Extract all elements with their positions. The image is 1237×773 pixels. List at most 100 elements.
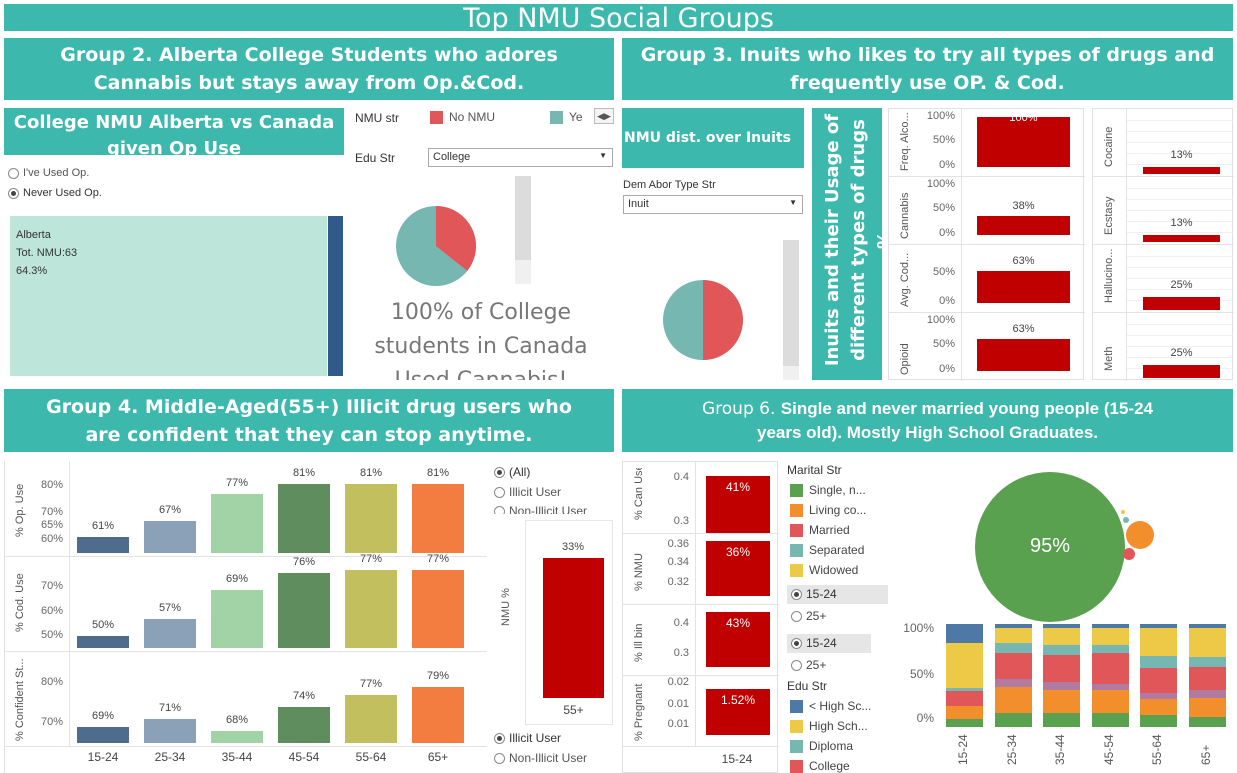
group2-pie-chart[interactable] (394, 204, 478, 288)
stack-segment[interactable] (1091, 689, 1129, 713)
bubble-living-common-law[interactable] (1126, 521, 1154, 549)
stack-segment[interactable] (994, 628, 1032, 643)
edu-legend-item[interactable]: < High Sc... (790, 699, 871, 714)
stack-segment[interactable] (1188, 698, 1226, 717)
age-filter-1-other[interactable]: 25+ (791, 609, 826, 623)
age-bar[interactable] (345, 695, 397, 743)
legend-scroll-arrows[interactable]: ◀▶ (594, 108, 614, 124)
metric-bar[interactable] (706, 476, 770, 533)
group3-pie-chart[interactable] (661, 278, 745, 362)
stack-segment[interactable] (1091, 624, 1129, 629)
stack-segment[interactable] (1043, 689, 1080, 713)
legend-yes-nmu[interactable]: Ye (550, 110, 588, 125)
bubble-married[interactable] (1123, 548, 1135, 560)
metric-bar[interactable] (706, 689, 770, 735)
marital-legend-item[interactable]: Single, n... (790, 483, 866, 498)
stack-segment[interactable] (1188, 716, 1226, 727)
chevron-right-icon[interactable]: ▶ (604, 111, 611, 121)
treemap-alberta[interactable]: Alberta Tot. NMU:63 64.3% (10, 216, 327, 376)
stack-segment[interactable] (994, 686, 1032, 713)
stack-segment[interactable] (1188, 689, 1226, 699)
stack-segment[interactable] (994, 652, 1032, 679)
filter-all[interactable]: (All) (494, 465, 530, 479)
age-bar[interactable] (345, 483, 397, 553)
stack-segment[interactable] (946, 718, 983, 727)
edu-legend-item[interactable]: High Sch... (790, 719, 868, 734)
drug-bar[interactable] (977, 271, 1070, 303)
stack-segment[interactable] (994, 624, 1032, 629)
scroll-track[interactable] (515, 176, 531, 284)
stack-segment[interactable] (1043, 624, 1080, 629)
dem-abor-select[interactable]: Inuit (623, 195, 803, 214)
bubble-chart[interactable] (970, 462, 1160, 632)
age-bar[interactable] (144, 618, 196, 648)
age-bar[interactable] (412, 687, 464, 743)
stack-segment[interactable] (1091, 652, 1129, 684)
age-filter-2-other[interactable]: 25+ (791, 658, 826, 672)
marital-legend-item[interactable]: Widowed (790, 563, 858, 578)
age-bar[interactable] (211, 494, 263, 553)
legend-no-nmu[interactable]: No NMU (430, 110, 495, 125)
stack-segment[interactable] (1091, 628, 1129, 645)
edu-str-select[interactable]: College (428, 148, 613, 167)
drug-bar[interactable] (1143, 167, 1220, 174)
marital-legend-item[interactable]: Married (790, 523, 850, 538)
stack-segment[interactable] (1188, 624, 1226, 629)
stack-segment[interactable] (946, 624, 983, 643)
drug-bar[interactable] (977, 117, 1070, 167)
chevron-left-icon[interactable]: ◀ (597, 111, 604, 121)
bubble-separated[interactable] (1123, 517, 1129, 523)
bubble-single[interactable] (975, 472, 1125, 622)
marital-legend-item[interactable]: Separated (790, 543, 864, 558)
stack-segment[interactable] (994, 712, 1032, 727)
stack-segment[interactable] (1188, 628, 1226, 657)
age-bar[interactable] (412, 483, 464, 553)
age-bar[interactable] (211, 589, 263, 648)
stack-segment[interactable] (1043, 644, 1080, 655)
stack-segment[interactable] (1091, 644, 1129, 653)
stack-segment[interactable] (1140, 628, 1177, 656)
scroll-thumb[interactable] (783, 240, 799, 366)
drug-bar[interactable] (977, 216, 1070, 235)
age-bar[interactable] (278, 483, 330, 553)
drug-bar[interactable] (977, 339, 1070, 371)
stack-segment[interactable] (946, 706, 983, 719)
stack-segment[interactable] (994, 678, 1032, 687)
stack-segment[interactable] (1043, 628, 1080, 645)
stack-segment[interactable] (1188, 656, 1226, 668)
stack-segment[interactable] (946, 687, 983, 691)
age-bar[interactable] (211, 731, 263, 743)
stack-segment[interactable] (1140, 693, 1177, 700)
stack-segment[interactable] (1140, 655, 1177, 669)
age-bar[interactable] (412, 570, 464, 648)
age-bar[interactable] (278, 707, 330, 743)
bottom-filter-illicit[interactable]: Illicit User (494, 731, 561, 745)
drug-bar[interactable] (1143, 365, 1220, 378)
filter-illicit[interactable]: Illicit User (494, 485, 561, 499)
metric-bar[interactable] (706, 541, 770, 596)
stack-segment[interactable] (1091, 712, 1129, 727)
stack-segment[interactable] (1140, 624, 1177, 629)
edu-legend-item[interactable]: Diploma (790, 739, 853, 754)
stack-segment[interactable] (1043, 712, 1080, 727)
radio-never-used-op[interactable]: Never Used Op. (8, 187, 102, 199)
metric-bar[interactable] (706, 612, 770, 667)
filter-non-illicit[interactable]: Non-Illicit User (494, 504, 604, 514)
age-filter-2[interactable]: 15-24 (787, 634, 871, 653)
stack-segment[interactable] (994, 642, 1032, 653)
age-filter-1[interactable]: 15-24 (787, 585, 888, 604)
stack-segment[interactable] (1043, 681, 1080, 690)
scroll-track[interactable] (783, 240, 799, 380)
radio-used-op[interactable]: I've Used Op. (8, 167, 89, 179)
age-bar[interactable] (144, 521, 196, 553)
pie-slice-no[interactable] (436, 206, 476, 271)
stack-segment[interactable] (946, 642, 983, 688)
pie-slice-no[interactable] (703, 280, 743, 360)
age-bar[interactable] (77, 537, 129, 553)
age-bar[interactable] (278, 572, 330, 648)
age-bar[interactable] (77, 635, 129, 648)
stack-segment[interactable] (1043, 654, 1080, 682)
stack-segment[interactable] (1140, 714, 1177, 727)
stack-segment[interactable] (1140, 699, 1177, 715)
stack-segment[interactable] (1091, 683, 1129, 690)
